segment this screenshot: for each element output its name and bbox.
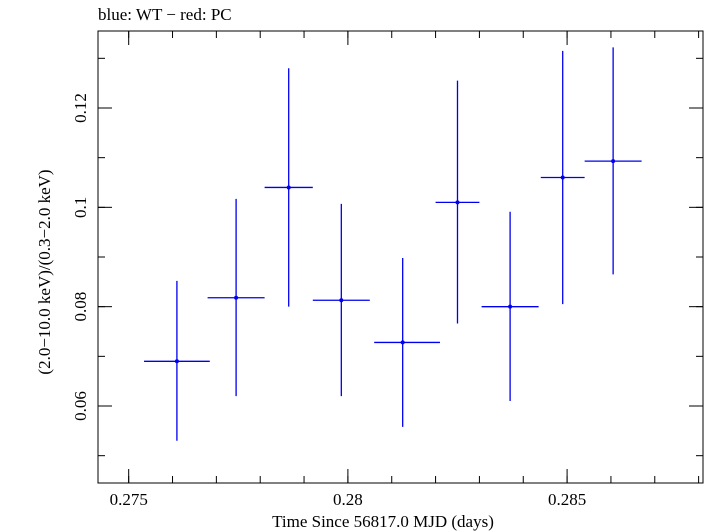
x-axis-label: Time Since 56817.0 MJD (days) [272, 512, 494, 531]
point-marker [455, 200, 460, 205]
x-tick-label: 0.275 [110, 490, 148, 509]
data-point [435, 80, 480, 324]
x-tick-labels: 0.275 0.28 0.285 [110, 490, 587, 509]
data-point [264, 68, 313, 307]
data-point [481, 211, 539, 402]
data-point [540, 50, 585, 305]
x-tick-label: 0.28 [333, 490, 363, 509]
data-points [144, 47, 642, 441]
point-marker [339, 298, 344, 303]
x-tick-label: 0.285 [548, 490, 586, 509]
axis-ticks [98, 31, 703, 483]
data-point [207, 198, 265, 397]
point-marker [400, 340, 405, 345]
point-marker [560, 175, 565, 180]
point-marker [286, 185, 291, 190]
y-tick-label: 0.08 [71, 292, 90, 322]
plot-frame [97, 30, 704, 484]
y-tick-label: 0.1 [71, 197, 90, 218]
y-tick-label: 0.12 [71, 93, 90, 123]
point-marker [508, 304, 513, 309]
data-point [144, 280, 210, 441]
point-marker [174, 359, 179, 364]
point-marker [611, 159, 616, 164]
data-point [312, 203, 370, 397]
data-point [584, 47, 642, 275]
y-tick-label: 0.06 [71, 391, 90, 421]
point-marker [234, 295, 239, 300]
chart-title: blue: WT − red: PC [98, 5, 232, 24]
y-axis-label: (2.0−10.0 keV)/(0.3−2.0 keV) [35, 169, 54, 374]
data-point [374, 257, 440, 427]
y-tick-labels: 0.06 0.08 0.1 0.12 [71, 93, 90, 421]
